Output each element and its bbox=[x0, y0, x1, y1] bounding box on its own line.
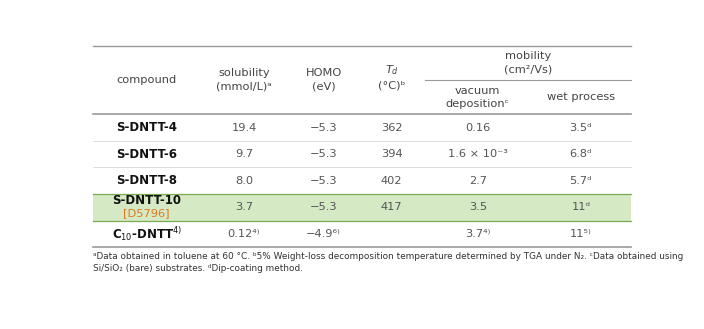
Text: 2.7: 2.7 bbox=[469, 176, 486, 186]
Text: $T_d$
(°C)ᵇ: $T_d$ (°C)ᵇ bbox=[378, 63, 406, 90]
Text: 5.7ᵈ: 5.7ᵈ bbox=[570, 176, 592, 186]
Text: wet process: wet process bbox=[547, 92, 615, 102]
Text: 6.8ᵈ: 6.8ᵈ bbox=[570, 149, 592, 159]
Text: S-DNTT-4: S-DNTT-4 bbox=[116, 121, 177, 134]
Text: ᵃData obtained in toluene at 60 °C. ᵇ5% Weight-loss decomposition temperature de: ᵃData obtained in toluene at 60 °C. ᵇ5% … bbox=[94, 252, 684, 273]
Text: 11⁵⁾: 11⁵⁾ bbox=[570, 229, 591, 239]
Text: 9.7: 9.7 bbox=[235, 149, 253, 159]
Text: −5.3: −5.3 bbox=[310, 176, 337, 186]
Text: 3.5ᵈ: 3.5ᵈ bbox=[570, 122, 592, 133]
Text: 1.6 × 10⁻³: 1.6 × 10⁻³ bbox=[448, 149, 508, 159]
Text: S-DNTT-8: S-DNTT-8 bbox=[116, 174, 177, 187]
Text: 3.5: 3.5 bbox=[469, 202, 486, 212]
Bar bbox=[94, 194, 631, 221]
Text: solubility
(mmol/L)ᵃ: solubility (mmol/L)ᵃ bbox=[216, 68, 272, 91]
Text: C$_{10}$-DNTT$^{4)}$: C$_{10}$-DNTT$^{4)}$ bbox=[111, 225, 182, 243]
Text: −5.3: −5.3 bbox=[310, 149, 337, 159]
Text: 0.12⁴⁾: 0.12⁴⁾ bbox=[227, 229, 260, 239]
Text: S-DNTT-6: S-DNTT-6 bbox=[116, 148, 177, 161]
Text: 8.0: 8.0 bbox=[235, 176, 253, 186]
Text: 394: 394 bbox=[381, 149, 403, 159]
Text: S-DNTT-10: S-DNTT-10 bbox=[112, 194, 181, 208]
Text: [D5796]: [D5796] bbox=[123, 208, 170, 218]
Text: 402: 402 bbox=[381, 176, 403, 186]
Text: 19.4: 19.4 bbox=[232, 122, 256, 133]
Text: 417: 417 bbox=[381, 202, 403, 212]
Text: HOMO
(eV): HOMO (eV) bbox=[306, 68, 341, 91]
Text: −5.3: −5.3 bbox=[310, 202, 337, 212]
Text: vacuum
depositionᶜ: vacuum depositionᶜ bbox=[446, 86, 510, 109]
Text: 3.7⁴⁾: 3.7⁴⁾ bbox=[465, 229, 491, 239]
Text: 11ᵈ: 11ᵈ bbox=[571, 202, 591, 212]
Text: −4.9⁶⁾: −4.9⁶⁾ bbox=[306, 229, 341, 239]
Text: mobility
(cm²/Vs): mobility (cm²/Vs) bbox=[503, 51, 552, 74]
Text: 0.16: 0.16 bbox=[465, 122, 490, 133]
Text: 362: 362 bbox=[381, 122, 403, 133]
Text: compound: compound bbox=[116, 75, 177, 85]
Text: 3.7: 3.7 bbox=[235, 202, 253, 212]
Text: −5.3: −5.3 bbox=[310, 122, 337, 133]
